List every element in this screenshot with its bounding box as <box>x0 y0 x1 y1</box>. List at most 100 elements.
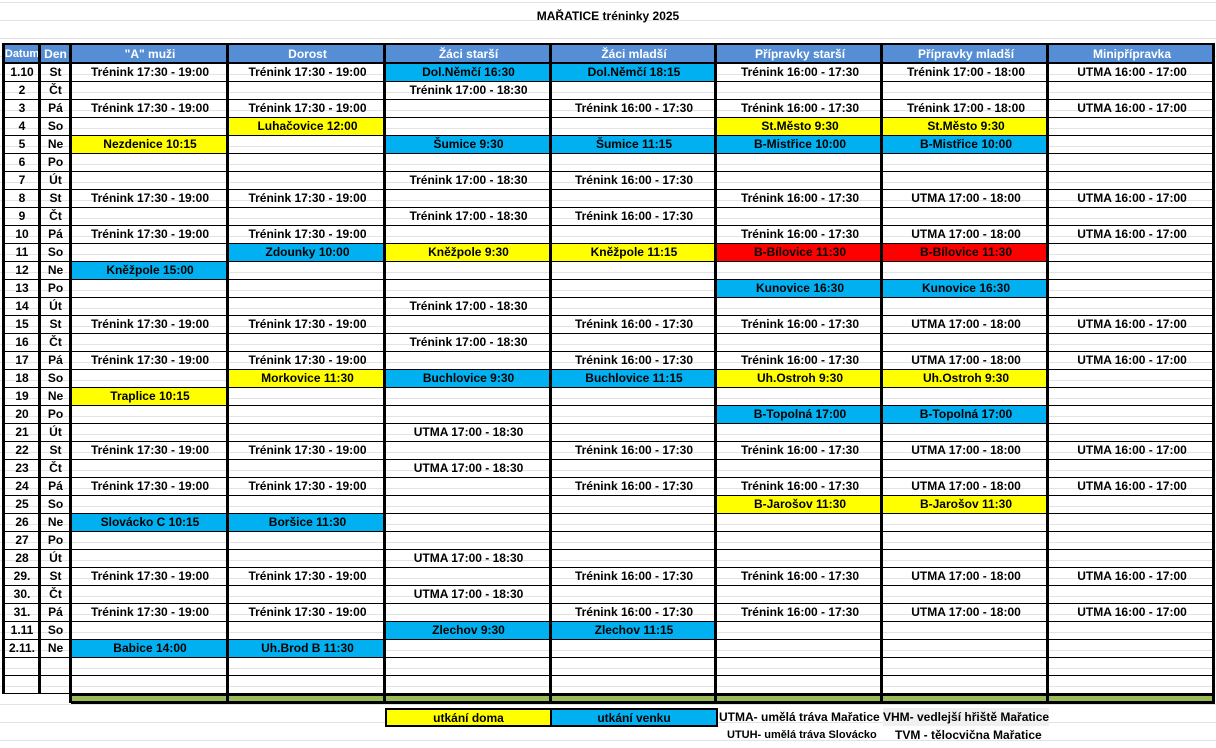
minipripravka-cell[interactable] <box>1049 154 1215 172</box>
pripravky-starsi-cell[interactable]: Trénink 16:00 - 17:30 <box>717 352 883 370</box>
column-header-datum[interactable]: Datum <box>4 43 40 64</box>
date-cell[interactable]: 14 <box>4 298 40 316</box>
zaci-mladsi-cell[interactable] <box>551 406 717 424</box>
zaci-mladsi-cell[interactable] <box>551 550 717 568</box>
minipripravka-cell[interactable] <box>1049 406 1215 424</box>
dorost-cell[interactable]: Trénink 17:30 - 19:00 <box>229 352 386 370</box>
pripravky-starsi-cell[interactable] <box>717 514 883 532</box>
dorost-cell[interactable] <box>229 586 386 604</box>
pripravky-mladsi-cell[interactable] <box>883 586 1049 604</box>
day-cell[interactable]: Po <box>40 280 71 298</box>
pripravky-starsi-cell[interactable] <box>717 460 883 478</box>
zaci-mladsi-cell[interactable]: Trénink 16:00 - 17:30 <box>551 478 717 496</box>
day-cell[interactable] <box>40 676 71 694</box>
minipripravka-cell[interactable] <box>1049 118 1215 136</box>
zaci-starsi-cell[interactable] <box>386 496 551 514</box>
minipripravka-cell[interactable] <box>1049 280 1215 298</box>
day-cell[interactable]: Út <box>40 550 71 568</box>
zaci-starsi-cell[interactable] <box>386 658 551 676</box>
pripravky-starsi-cell[interactable]: Trénink 16:00 - 17:30 <box>717 190 883 208</box>
zaci-mladsi-cell[interactable] <box>551 424 717 442</box>
dorost-cell[interactable]: Trénink 17:30 - 19:00 <box>229 100 386 118</box>
pripravky-starsi-cell[interactable]: B-Jarošov 11:30 <box>717 496 883 514</box>
pripravky-starsi-cell[interactable] <box>717 550 883 568</box>
dorost-cell[interactable] <box>229 280 386 298</box>
zaci-starsi-cell[interactable] <box>386 388 551 406</box>
date-cell[interactable]: 9 <box>4 208 40 226</box>
dorost-cell[interactable]: Trénink 17:30 - 19:00 <box>229 226 386 244</box>
pripravky-mladsi-cell[interactable] <box>883 208 1049 226</box>
dorost-cell[interactable] <box>229 460 386 478</box>
minipripravka-cell[interactable] <box>1049 298 1215 316</box>
zaci-starsi-cell[interactable] <box>386 262 551 280</box>
date-cell[interactable]: 6 <box>4 154 40 172</box>
a-muzi-cell[interactable]: Trénink 17:30 - 19:00 <box>71 190 229 208</box>
zaci-mladsi-cell[interactable]: Kněžpole 11:15 <box>551 244 717 262</box>
zaci-mladsi-cell[interactable] <box>551 154 717 172</box>
pripravky-mladsi-cell[interactable]: St.Město 9:30 <box>883 118 1049 136</box>
pripravky-starsi-cell[interactable] <box>717 640 883 658</box>
pripravky-starsi-cell[interactable] <box>717 424 883 442</box>
pripravky-starsi-cell[interactable] <box>717 532 883 550</box>
pripravky-mladsi-cell[interactable]: UTMA 17:00 - 18:00 <box>883 316 1049 334</box>
pripravky-mladsi-cell[interactable] <box>883 424 1049 442</box>
dorost-cell[interactable]: Trénink 17:30 - 19:00 <box>229 568 386 586</box>
dorost-cell[interactable] <box>229 496 386 514</box>
a-muzi-cell[interactable] <box>71 154 229 172</box>
day-cell[interactable]: So <box>40 244 71 262</box>
day-cell[interactable]: St <box>40 190 71 208</box>
zaci-mladsi-cell[interactable] <box>551 460 717 478</box>
a-muzi-cell[interactable] <box>71 460 229 478</box>
dorost-cell[interactable] <box>229 262 386 280</box>
zaci-mladsi-cell[interactable] <box>551 496 717 514</box>
minipripravka-cell[interactable]: UTMA 16:00 - 17:00 <box>1049 352 1215 370</box>
zaci-starsi-cell[interactable]: Kněžpole 9:30 <box>386 244 551 262</box>
pripravky-mladsi-cell[interactable] <box>883 640 1049 658</box>
date-cell[interactable]: 30. <box>4 586 40 604</box>
a-muzi-cell[interactable]: Trénink 17:30 - 19:00 <box>71 478 229 496</box>
dorost-cell[interactable] <box>229 208 386 226</box>
day-cell[interactable]: Út <box>40 298 71 316</box>
day-cell[interactable]: Ne <box>40 262 71 280</box>
day-cell[interactable]: So <box>40 118 71 136</box>
date-cell[interactable]: 18 <box>4 370 40 388</box>
dorost-cell[interactable]: Zdounky 10:00 <box>229 244 386 262</box>
minipripravka-cell[interactable] <box>1049 640 1215 658</box>
a-muzi-cell[interactable] <box>71 244 229 262</box>
pripravky-mladsi-cell[interactable] <box>883 262 1049 280</box>
date-cell[interactable]: 1.10 <box>4 64 40 82</box>
zaci-mladsi-cell[interactable]: Trénink 16:00 - 17:30 <box>551 568 717 586</box>
zaci-starsi-cell[interactable] <box>386 406 551 424</box>
date-cell[interactable]: 24 <box>4 478 40 496</box>
pripravky-mladsi-cell[interactable] <box>883 622 1049 640</box>
zaci-mladsi-cell[interactable] <box>551 226 717 244</box>
zaci-mladsi-cell[interactable]: Trénink 16:00 - 17:30 <box>551 442 717 460</box>
a-muzi-cell[interactable]: Slovácko C 10:15 <box>71 514 229 532</box>
day-cell[interactable]: Ne <box>40 514 71 532</box>
date-cell[interactable]: 19 <box>4 388 40 406</box>
pripravky-starsi-cell[interactable]: Uh.Ostroh 9:30 <box>717 370 883 388</box>
column-header-minipripravka[interactable]: Minipřípravka <box>1049 43 1215 64</box>
pripravky-mladsi-cell[interactable] <box>883 658 1049 676</box>
minipripravka-cell[interactable] <box>1049 550 1215 568</box>
dorost-cell[interactable]: Trénink 17:30 - 19:00 <box>229 316 386 334</box>
pripravky-mladsi-cell[interactable] <box>883 676 1049 694</box>
a-muzi-cell[interactable]: Trénink 17:30 - 19:00 <box>71 316 229 334</box>
minipripravka-cell[interactable]: UTMA 16:00 - 17:00 <box>1049 604 1215 622</box>
zaci-starsi-cell[interactable]: Šumice 9:30 <box>386 136 551 154</box>
date-cell[interactable]: 16 <box>4 334 40 352</box>
a-muzi-cell[interactable]: Trénink 17:30 - 19:00 <box>71 604 229 622</box>
minipripravka-cell[interactable]: UTMA 16:00 - 17:00 <box>1049 190 1215 208</box>
column-header-pripravky-starsi[interactable]: Přípravky starší <box>717 43 883 64</box>
a-muzi-cell[interactable] <box>71 550 229 568</box>
date-cell[interactable]: 22 <box>4 442 40 460</box>
a-muzi-cell[interactable] <box>71 658 229 676</box>
date-cell[interactable]: 8 <box>4 190 40 208</box>
a-muzi-cell[interactable] <box>71 298 229 316</box>
minipripravka-cell[interactable] <box>1049 622 1215 640</box>
a-muzi-cell[interactable] <box>71 82 229 100</box>
pripravky-mladsi-cell[interactable]: UTMA 17:00 - 18:00 <box>883 478 1049 496</box>
a-muzi-cell[interactable] <box>71 622 229 640</box>
zaci-mladsi-cell[interactable] <box>551 82 717 100</box>
pripravky-starsi-cell[interactable]: Trénink 16:00 - 17:30 <box>717 316 883 334</box>
